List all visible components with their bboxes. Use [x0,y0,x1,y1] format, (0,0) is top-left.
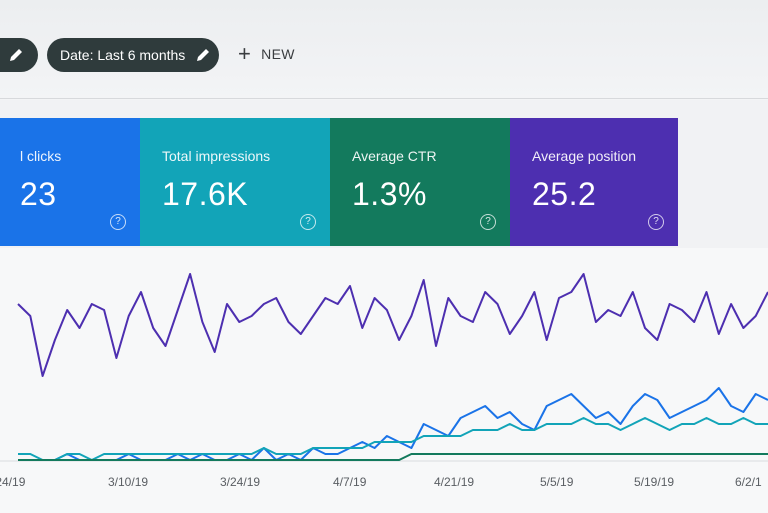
performance-line-chart: /24/19 3/10/19 3/24/19 4/7/19 4/21/19 5/5/19 5… [0,273,768,489]
plus-icon: + [238,41,252,66]
impressions-series-line[interactable] [18,417,768,461]
toolbar-divider [0,98,768,99]
metric-card-total-impressions[interactable]: Total impressions 17.6K ? [140,118,330,246]
position-series-line[interactable] [17,273,768,377]
x-tick-label: 3/10/19 [108,475,148,489]
x-tick-label: 5/5/19 [540,475,574,489]
metric-label: l clicks [20,148,62,164]
help-icon[interactable]: ? [300,214,316,230]
filter-toolbar: Date: Last 6 months + NEW [0,0,768,100]
x-tick-label: 3/24/19 [220,475,260,489]
help-icon[interactable]: ? [480,214,496,230]
metric-card-average-position[interactable]: Average position 25.2 ? [510,118,678,246]
metric-label: Average CTR [352,148,437,164]
metric-value: 1.3% [352,176,427,212]
pencil-icon [197,49,210,61]
pencil-icon [10,49,22,61]
metric-label: Total impressions [162,148,271,164]
help-icon[interactable]: ? [648,214,664,230]
ctr-series-line[interactable] [18,453,768,461]
new-button-label: NEW [261,46,295,62]
x-tick-label: 4/21/19 [434,475,474,489]
date-filter-chip[interactable]: Date: Last 6 months [47,38,219,72]
metric-cards: l clicks 23 ? Total impressions 17.6K ? … [0,118,680,248]
metric-card-total-clicks[interactable]: l clicks 23 ? [0,118,140,246]
metric-value: 23 [20,176,57,212]
x-tick-label: 4/7/19 [333,475,367,489]
help-icon[interactable]: ? [110,214,126,230]
filter-chip-partial[interactable] [0,38,38,72]
metric-label: Average position [532,148,637,164]
x-tick-label: /24/19 [0,475,26,489]
metric-value: 17.6K [162,176,249,212]
metric-card-average-ctr[interactable]: Average CTR 1.3% ? [330,118,510,246]
x-tick-label: 5/19/19 [634,475,674,489]
x-tick-label: 6/2/1 [735,475,762,489]
metric-value: 25.2 [532,176,597,212]
new-filter-button[interactable]: + NEW [238,41,295,66]
date-filter-label: Date: Last 6 months [60,47,186,63]
performance-chart: /24/19 3/10/19 3/24/19 4/7/19 4/21/19 5/5/19 5… [0,248,768,513]
